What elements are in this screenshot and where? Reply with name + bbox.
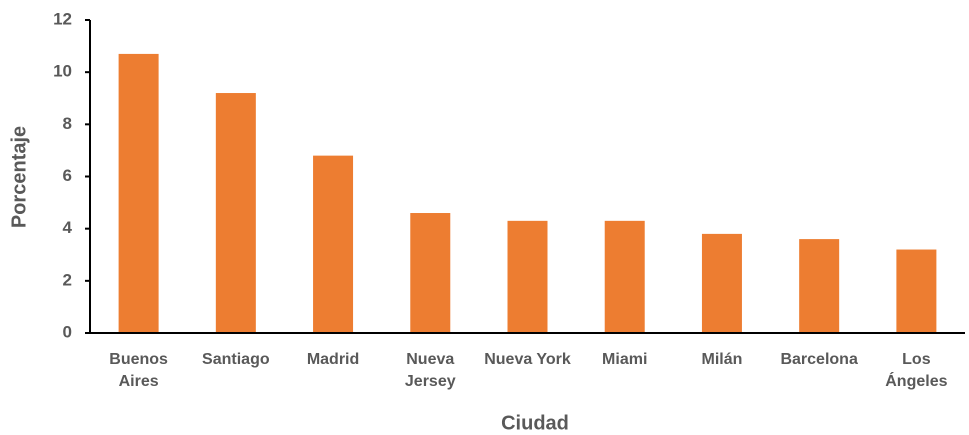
bar <box>118 53 159 334</box>
y-tick-label: 10 <box>53 62 72 81</box>
y-axis-title: Porcentaje <box>8 126 30 228</box>
x-tick-label: Miami <box>602 351 648 368</box>
bar <box>410 213 451 333</box>
x-tick-label: Buenos Aires <box>109 351 168 390</box>
bar <box>604 220 645 333</box>
x-axis-title: Ciudad <box>501 412 569 434</box>
y-tick-label: 0 <box>63 322 72 341</box>
x-tick-label: Barcelona <box>780 351 858 368</box>
bar <box>507 220 548 333</box>
bar <box>313 155 354 333</box>
y-tick-label: 8 <box>63 114 72 133</box>
x-tick-label: Nueva Jersey <box>404 351 456 390</box>
bar <box>701 233 742 333</box>
y-tick-label: 2 <box>63 270 72 289</box>
y-tick-label: 6 <box>63 166 72 185</box>
bar <box>896 249 937 333</box>
y-tick-label: 4 <box>63 218 73 237</box>
bar <box>215 93 256 334</box>
x-tick-label: Milán <box>701 351 743 368</box>
x-tick-label: Nueva York <box>484 351 571 368</box>
x-tick-label: Los Ángeles <box>885 351 948 390</box>
y-tick-label: 12 <box>53 9 72 28</box>
x-tick-label: Santiago <box>202 351 270 368</box>
bar <box>799 239 840 333</box>
x-tick-label: Madrid <box>306 351 360 368</box>
